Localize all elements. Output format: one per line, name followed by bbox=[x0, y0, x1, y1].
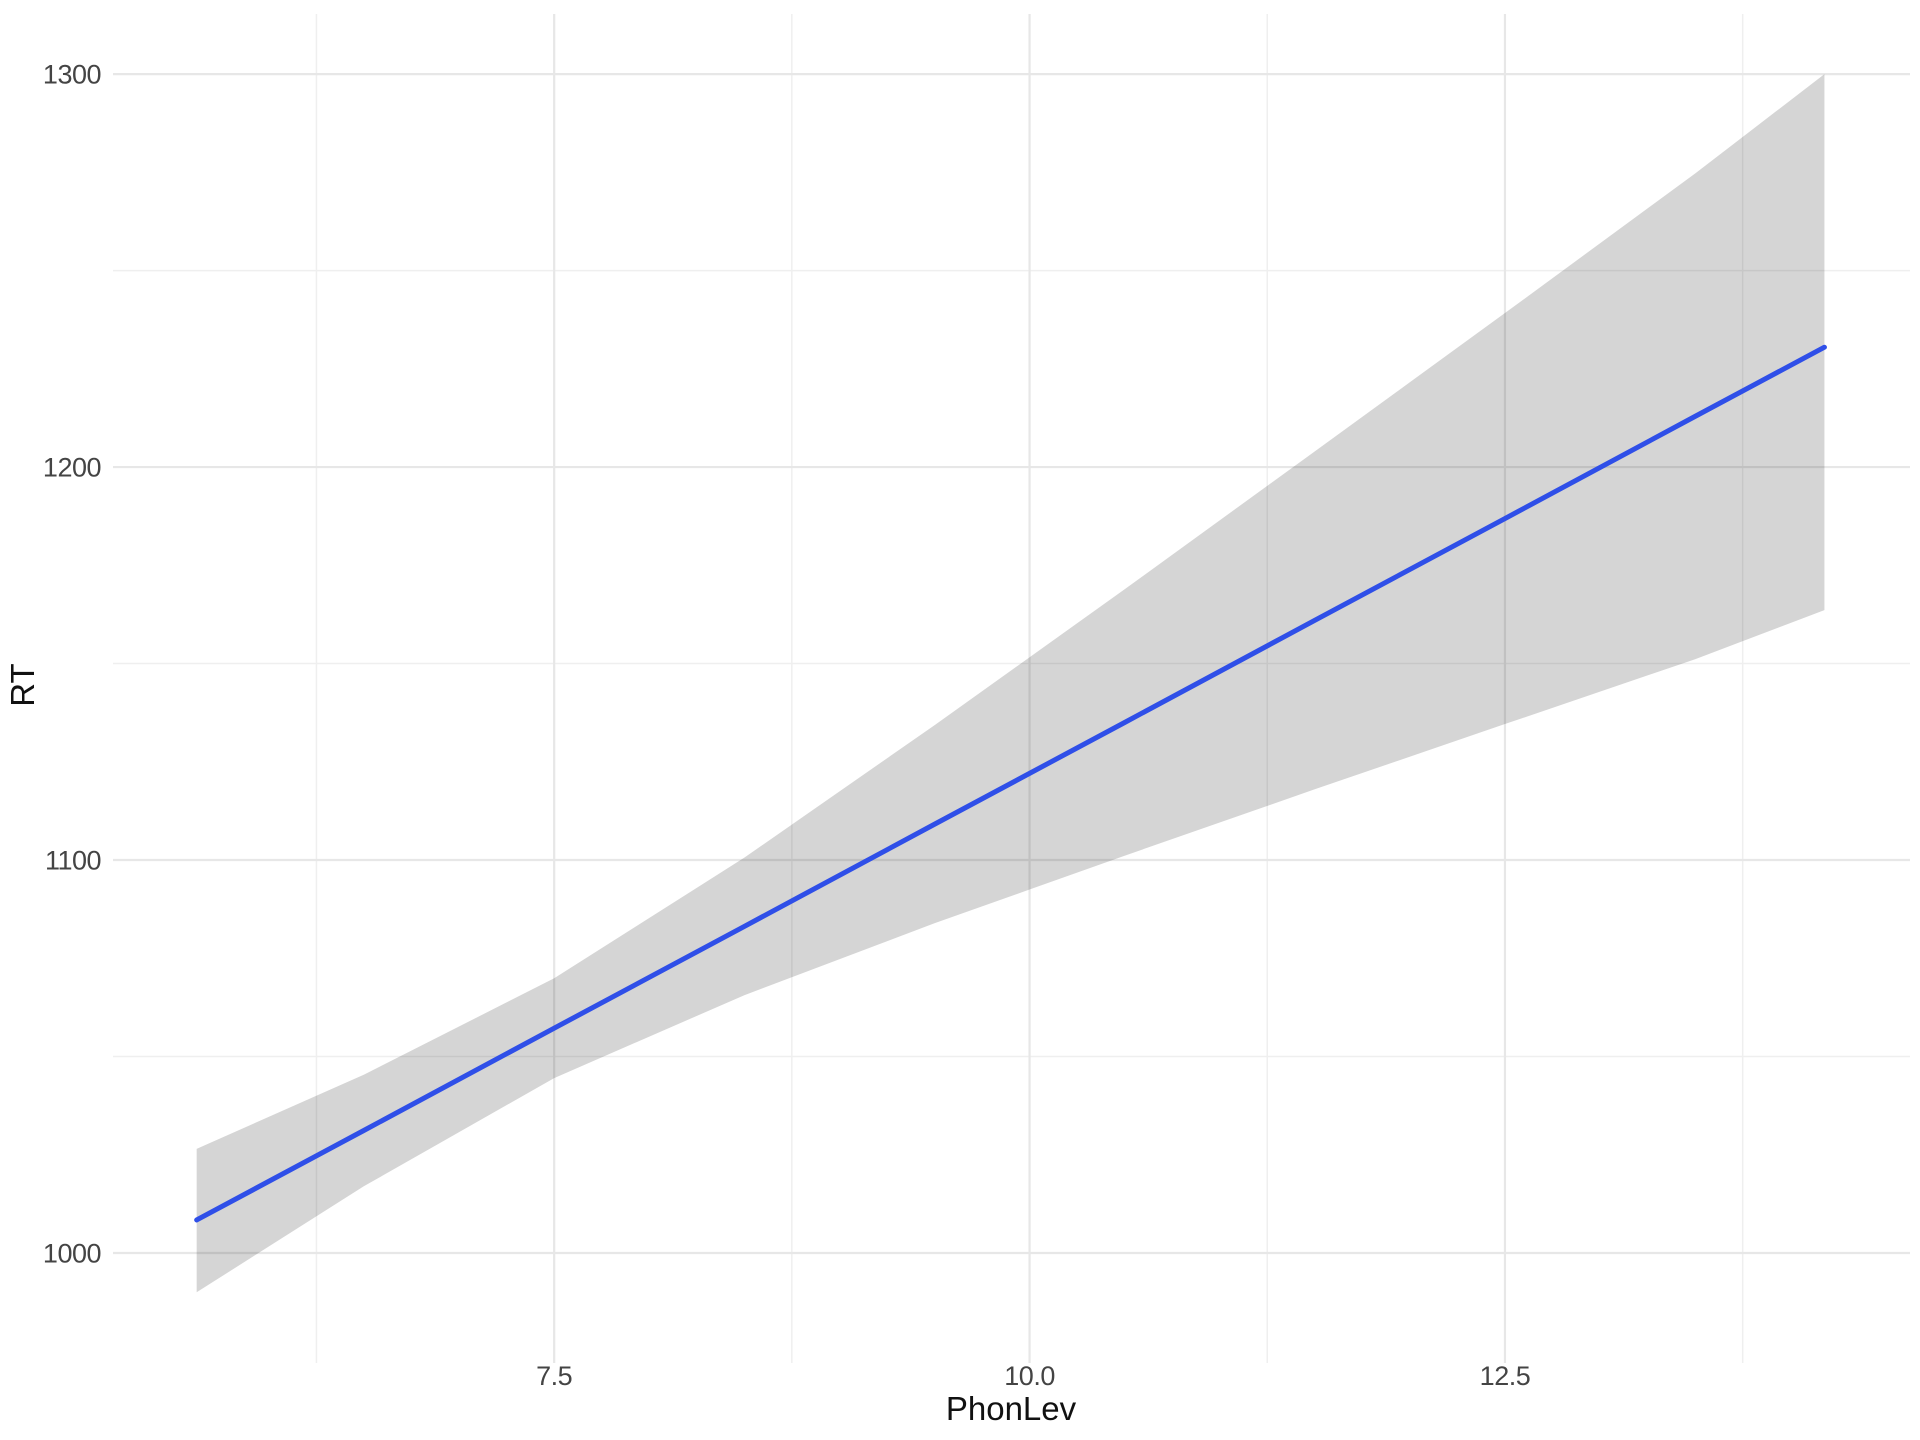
x-axis-title: PhonLev bbox=[946, 1390, 1077, 1427]
y-tick-label: 1200 bbox=[43, 453, 101, 483]
fitted-regression-line bbox=[194, 344, 1827, 1223]
y-axis-title: RT bbox=[4, 663, 41, 706]
confidence-ribbon bbox=[196, 74, 1825, 1293]
gridlines-minor bbox=[113, 14, 1910, 1363]
y-tick-label: 1000 bbox=[43, 1238, 101, 1268]
gridlines-major bbox=[113, 14, 1910, 1363]
axis-tick-labels: 7.5 10.0 12.5 1000 1100 1200 1300 bbox=[43, 60, 1531, 1391]
x-tick-label: 7.5 bbox=[536, 1361, 572, 1391]
x-tick-label: 12.5 bbox=[1480, 1361, 1531, 1391]
confidence-ribbon-layer bbox=[196, 74, 1825, 1293]
x-tick-label: 10.0 bbox=[1004, 1361, 1055, 1391]
y-tick-label: 1100 bbox=[45, 846, 101, 876]
fitted-line-layer bbox=[194, 344, 1827, 1223]
y-tick-label: 1300 bbox=[43, 60, 101, 90]
